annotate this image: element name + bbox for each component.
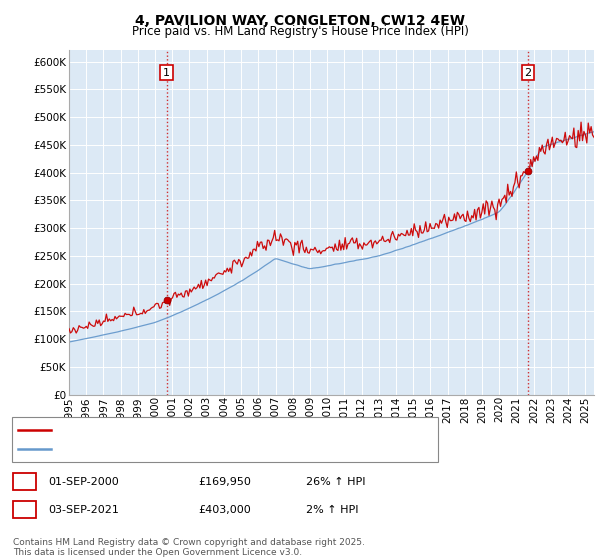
Text: Price paid vs. HM Land Registry's House Price Index (HPI): Price paid vs. HM Land Registry's House …	[131, 25, 469, 38]
Text: 01-SEP-2000: 01-SEP-2000	[48, 477, 119, 487]
Text: 1: 1	[163, 68, 170, 78]
Text: 2% ↑ HPI: 2% ↑ HPI	[306, 505, 359, 515]
Text: 1: 1	[21, 475, 28, 488]
Text: 26% ↑ HPI: 26% ↑ HPI	[306, 477, 365, 487]
Text: 4, PAVILION WAY, CONGLETON, CW12 4EW: 4, PAVILION WAY, CONGLETON, CW12 4EW	[135, 14, 465, 28]
Text: 2: 2	[524, 68, 532, 78]
Text: £403,000: £403,000	[198, 505, 251, 515]
Text: 2: 2	[21, 503, 28, 516]
Text: HPI: Average price, detached house, Cheshire East: HPI: Average price, detached house, Ches…	[57, 445, 340, 455]
Text: 03-SEP-2021: 03-SEP-2021	[48, 505, 119, 515]
Text: Contains HM Land Registry data © Crown copyright and database right 2025.
This d: Contains HM Land Registry data © Crown c…	[13, 538, 365, 557]
Text: £169,950: £169,950	[198, 477, 251, 487]
Text: 4, PAVILION WAY, CONGLETON, CW12 4EW (detached house): 4, PAVILION WAY, CONGLETON, CW12 4EW (de…	[57, 424, 397, 435]
